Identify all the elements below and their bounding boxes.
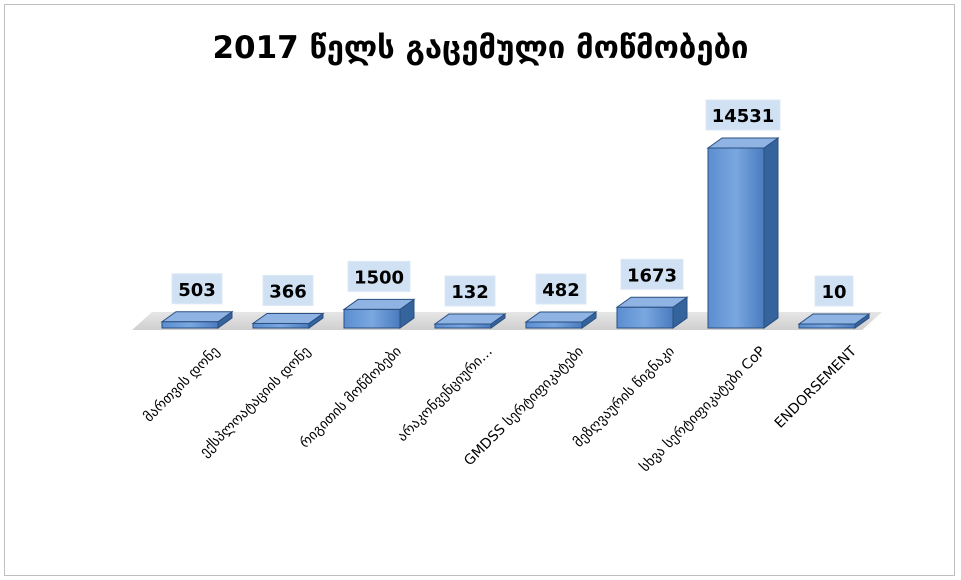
data-label-box (347, 260, 411, 292)
bar (797, 313, 871, 329)
chart-title: 2017 წელს გაცემული მოწმობები (212, 30, 749, 66)
data-label: 366 (269, 281, 307, 302)
category-label: რიგითის მოწმობები (296, 343, 405, 452)
data-label: 1673 (627, 265, 677, 286)
bar-side (763, 137, 779, 329)
bar (706, 137, 780, 329)
data-label: 482 (542, 280, 580, 301)
bar (342, 298, 416, 329)
category-label: არაკონვენციური… (394, 343, 496, 445)
bar (251, 312, 325, 329)
bar (524, 311, 598, 329)
category-label: მეზღვაურის წიგნაკი (570, 343, 678, 451)
data-label-box (262, 274, 314, 306)
data-label: 14531 (712, 106, 775, 127)
data-label: 1500 (354, 267, 404, 288)
data-label: 10 (821, 282, 846, 303)
bar (433, 313, 507, 329)
data-label-box (171, 273, 223, 305)
bar-front (434, 323, 492, 329)
bar-front (616, 306, 674, 329)
data-label-box (444, 275, 496, 307)
data-label-box (535, 273, 587, 305)
data-label: 503 (178, 280, 216, 301)
category-label: ENDORSEMENT (772, 343, 860, 431)
bar-front (707, 147, 765, 329)
bar-front (161, 321, 219, 329)
category-label: მართვის დონე (140, 343, 223, 426)
data-label: 132 (451, 282, 489, 303)
bar (160, 310, 234, 329)
bar-front (252, 322, 310, 329)
bar (615, 296, 689, 329)
bar-front (798, 323, 856, 329)
data-label-box (705, 99, 781, 131)
bar-front (525, 321, 583, 329)
data-label-box (620, 258, 684, 290)
data-label-box (814, 275, 854, 307)
bar-front (343, 308, 401, 329)
